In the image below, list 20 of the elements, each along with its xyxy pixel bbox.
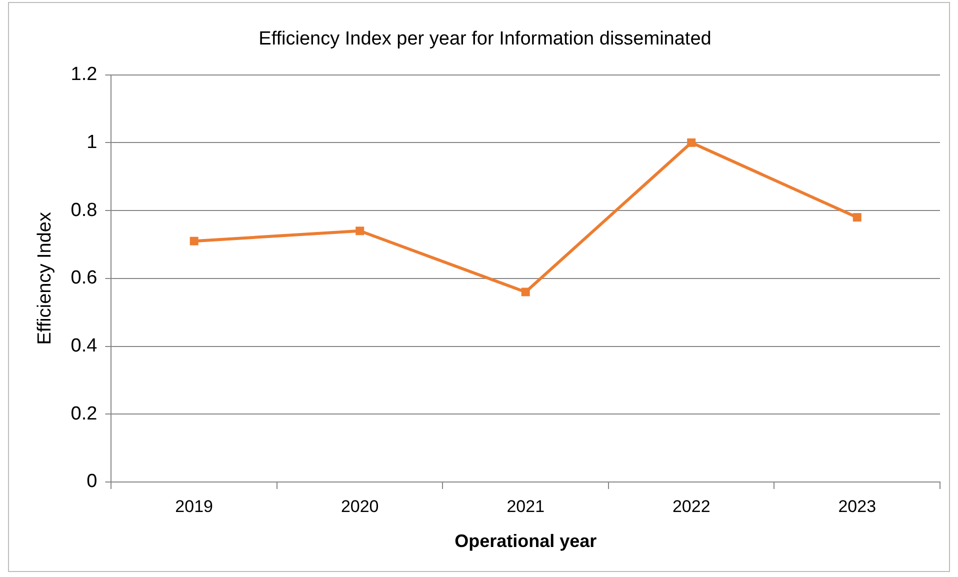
- y-tick-label: 0.4: [70, 336, 98, 356]
- y-axis-title: Efficiency Index: [34, 212, 56, 345]
- y-tick-label: 0: [86, 471, 98, 492]
- y-tick-label: 0.2: [70, 403, 98, 424]
- point: [687, 138, 696, 147]
- y-tick-label: 0.8: [70, 200, 98, 221]
- y-tick-label: 0.6: [70, 268, 98, 289]
- point: [190, 236, 198, 246]
- x-tick-label: 2022: [672, 496, 710, 516]
- x-tick-label: 2019: [175, 496, 214, 516]
- y-tick-label: 1.2: [70, 64, 98, 86]
- point: [852, 213, 862, 222]
- x-axis-title: Operational year: [454, 531, 597, 552]
- x-tick-label: 2021: [506, 496, 545, 516]
- point: [521, 288, 530, 296]
- x-tick-label: 2020: [340, 496, 379, 516]
- x-tick-label: 2023: [838, 496, 876, 516]
- point: [356, 226, 364, 236]
- y-tick-label: 1: [86, 132, 98, 153]
- chart-title: Efficiency Index per year for Information disseminated: [258, 28, 712, 50]
